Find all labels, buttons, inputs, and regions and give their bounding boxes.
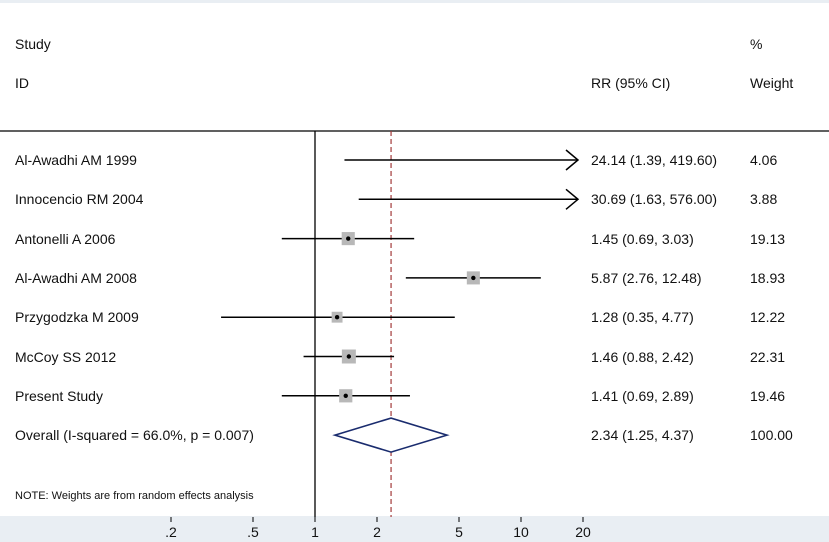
- study-ci-text: 1.46 (0.88, 2.42): [591, 348, 694, 365]
- overall-weight: 100.00: [750, 427, 793, 444]
- x-tick-label: 1: [311, 524, 319, 540]
- overall-ci-text: 2.34 (1.25, 4.37): [591, 427, 694, 444]
- study-label: Al-Awadhi AM 1999: [15, 152, 137, 168]
- x-tick-label: 5: [455, 524, 463, 540]
- study-label: McCoy SS 2012: [15, 348, 117, 365]
- study-weight: 19.13: [750, 230, 786, 247]
- x-tick-label: 2: [373, 524, 381, 540]
- study-label: Innocencio RM 2004: [15, 191, 144, 208]
- study-weight: 4.06: [750, 152, 778, 168]
- study-ci-text: 30.69 (1.63, 576.00): [591, 191, 718, 208]
- x-tick-label: 10: [513, 524, 529, 540]
- study-weight: 22.31: [750, 348, 786, 365]
- study-label: Present Study: [15, 387, 103, 404]
- header-percent: %: [750, 36, 763, 52]
- header-study: Study: [15, 36, 51, 52]
- footnote: NOTE: Weights are from random effects an…: [15, 490, 254, 502]
- x-tick-label: 20: [575, 524, 591, 540]
- study-ci-text: 1.41 (0.69, 2.89): [591, 387, 694, 404]
- study-label: Przygodzka M 2009: [15, 309, 139, 326]
- header-id: ID: [15, 75, 29, 91]
- study-ci-text: 24.14 (1.39, 419.60): [591, 152, 718, 168]
- study-ci-text: 1.28 (0.35, 4.77): [591, 309, 694, 326]
- point-estimate: [346, 236, 351, 241]
- x-tick-label: .5: [247, 524, 259, 540]
- point-estimate: [334, 315, 340, 320]
- study-ci-text: 1.45 (0.69, 3.03): [591, 230, 694, 247]
- x-tick-label: .2: [165, 524, 177, 540]
- study-weight: 19.46: [750, 387, 786, 404]
- study-ci-text: 5.87 (2.76, 12.48): [591, 269, 702, 286]
- study-label: Antonelli A 2006: [15, 230, 116, 247]
- overall-diamond: [332, 417, 450, 453]
- point-estimate: [343, 393, 348, 398]
- study-label: Al-Awadhi AM 2008: [15, 269, 137, 286]
- overall-label: Overall (I-squared = 66.0%, p = 0.007): [15, 427, 254, 444]
- study-weight: 3.88: [750, 191, 778, 208]
- point-estimate: [346, 354, 352, 359]
- ci-arrow: [565, 149, 580, 171]
- header-weight: Weight: [750, 75, 794, 91]
- study-weight: 18.93: [750, 269, 786, 286]
- study-weight: 12.22: [750, 309, 786, 326]
- point-estimate: [471, 275, 476, 281]
- header-rr: RR (95% CI): [591, 75, 671, 91]
- ci-arrow: [565, 188, 580, 210]
